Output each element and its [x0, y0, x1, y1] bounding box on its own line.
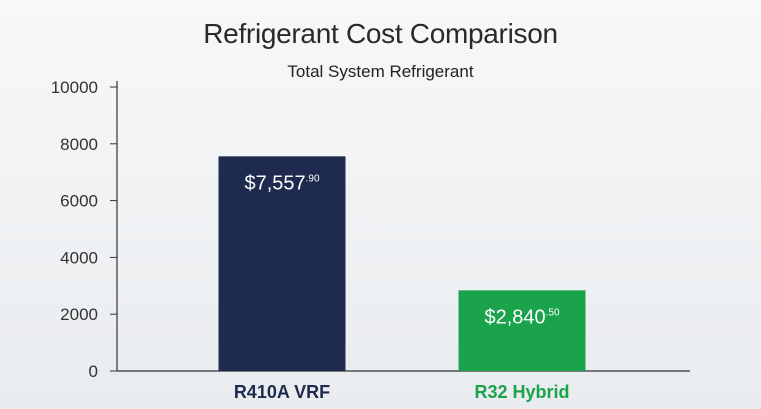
data-label-cents: .50 [546, 307, 560, 318]
data-label: $2,840.50 [484, 306, 560, 328]
chart-title: Refrigerant Cost Comparison [203, 18, 558, 49]
y-tick-label: 4000 [60, 248, 98, 267]
y-tick-label: 6000 [60, 192, 98, 211]
y-tick-label: 10000 [51, 78, 98, 97]
y-tick-label: 0 [89, 362, 98, 381]
y-tick-label: 8000 [60, 135, 98, 154]
chart-subtitle: Total System Refrigerant [287, 62, 474, 81]
bar-r410a-vrf [218, 156, 346, 371]
data-label: $7,557.90 [244, 172, 320, 194]
category-label: R410A VRF [234, 382, 330, 402]
category-label: R32 Hybrid [474, 382, 569, 402]
data-label-cents: .90 [306, 173, 320, 184]
bar-r32-hybrid [458, 290, 586, 371]
y-tick-label: 2000 [60, 305, 98, 324]
